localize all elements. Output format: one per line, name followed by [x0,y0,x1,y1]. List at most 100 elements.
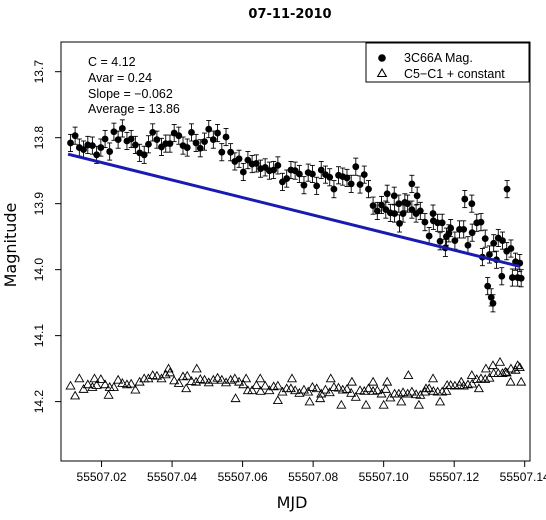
data-point-c5-c1 [354,385,366,395]
data-point-c5-c1 [346,376,357,386]
data-point-3c66a [149,128,157,136]
data-point-3c66a [507,245,515,252]
data-point-c5-c1 [505,376,516,386]
data-point-3c66a [481,235,489,243]
data-point-3c66a [71,132,79,140]
data-point-3c66a [343,174,351,182]
data-point-c5-c1 [380,383,391,393]
data-point-3c66a [413,192,421,200]
data-point-c5-c1 [212,372,223,382]
data-point-3c66a [153,136,161,144]
data-point-3c66a [425,232,433,240]
data-point-3c66a [429,210,437,217]
data-point-c5-c1 [126,378,137,388]
data-point-c5-c1 [95,374,106,383]
data-point-3c66a [127,135,135,143]
data-point-c5-c1 [290,385,301,395]
data-point-c5-c1 [82,379,93,389]
chart-title: 07-11-2010 [248,7,331,22]
data-point-3c66a [461,195,469,203]
y-tick-label: 14.1 [32,324,46,348]
data-point-c5-c1 [341,383,353,393]
data-point-c5-c1 [402,388,413,398]
data-point-3c66a [313,182,321,190]
data-point-c5-c1 [396,396,407,406]
data-point-c5-c1 [134,376,145,386]
data-point-3c66a [390,192,398,200]
data-point-c5-c1 [510,364,521,374]
legend-marker-circle [378,54,386,62]
x-axis: 55507.02 55507.04 55507.06 55507.08 55507.10… [77,461,546,484]
data-point-c5-c1 [350,391,361,401]
data-point-3c66a [464,241,472,249]
annotation-c: C = 4.12 [88,55,136,69]
data-point-c5-c1 [336,399,347,409]
data-point-c5-c1 [272,395,283,405]
data-point-3c66a [88,142,96,149]
data-point-c5-c1 [113,374,124,384]
data-point-c5-c1 [191,363,202,373]
legend-box [365,42,530,83]
data-point-c5-c1 [251,380,262,389]
data-point-3c66a [356,181,364,188]
legend-label-3c66a: 3C66A Mag. [404,51,473,65]
data-point-c5-c1 [294,387,305,397]
data-point-3c66a [235,155,243,163]
data-point-c5-c1 [173,378,184,387]
data-point-3c66a [490,239,498,247]
data-point-3c66a [489,299,497,307]
data-point-c5-c1 [65,380,76,390]
x-tick-label: 55507.14 [500,470,546,484]
data-point-c5-c1 [181,383,192,393]
data-point-c5-c1 [255,373,266,383]
data-point-3c66a [373,207,381,215]
data-point-3c66a [300,181,308,189]
data-point-3c66a [97,144,105,151]
data-point-c5-c1 [143,373,154,383]
data-point-3c66a [118,125,126,132]
data-point-3c66a [352,163,360,171]
data-point-c5-c1 [315,393,326,403]
x-tick-label: 55507.06 [218,470,268,484]
data-point-3c66a [252,160,260,167]
data-point-c5-c1 [229,373,240,383]
data-point-3c66a [209,136,217,144]
data-point-3c66a [383,190,391,198]
data-point-c5-c1 [397,387,409,397]
data-point-3c66a [498,272,506,280]
x-tick-label: 55507.10 [359,470,409,484]
data-point-c5-c1 [286,373,298,383]
data-point-c5-c1 [91,380,102,389]
data-point-c5-c1 [272,380,283,390]
data-point-3c66a [508,274,516,281]
data-point-c5-c1 [108,381,119,391]
data-point-c5-c1 [190,376,202,386]
data-point-c5-c1 [427,373,439,383]
data-point-c5-c1 [346,387,357,397]
data-point-3c66a [421,218,429,226]
data-point-c5-c1 [514,362,525,372]
y-axis-label: Magnitude [1,203,20,288]
data-point-c5-c1 [238,379,249,389]
data-point-3c66a [132,141,139,149]
data-point-3c66a [514,274,522,281]
data-point-c5-c1 [103,389,114,399]
y-axis: 13.7 13.8 13.9 14.0 14.1 14.2 [32,60,61,413]
data-point-c5-c1 [100,379,111,389]
data-point-3c66a [101,135,109,143]
fit-line [67,152,520,268]
data-point-c5-c1 [406,386,417,396]
data-point-c5-c1 [169,375,180,385]
data-point-c5-c1 [516,376,527,386]
data-point-3c66a [67,139,74,147]
data-point-c5-c1 [78,383,89,393]
data-point-c5-c1 [378,399,389,409]
data-point-c5-c1 [368,376,379,386]
data-point-c5-c1 [303,386,314,396]
x-axis-label: MJD [277,493,308,512]
data-point-3c66a [451,237,459,245]
data-point-c5-c1 [298,384,310,394]
data-point-c5-c1 [230,393,241,403]
data-point-c5-c1 [403,370,414,379]
